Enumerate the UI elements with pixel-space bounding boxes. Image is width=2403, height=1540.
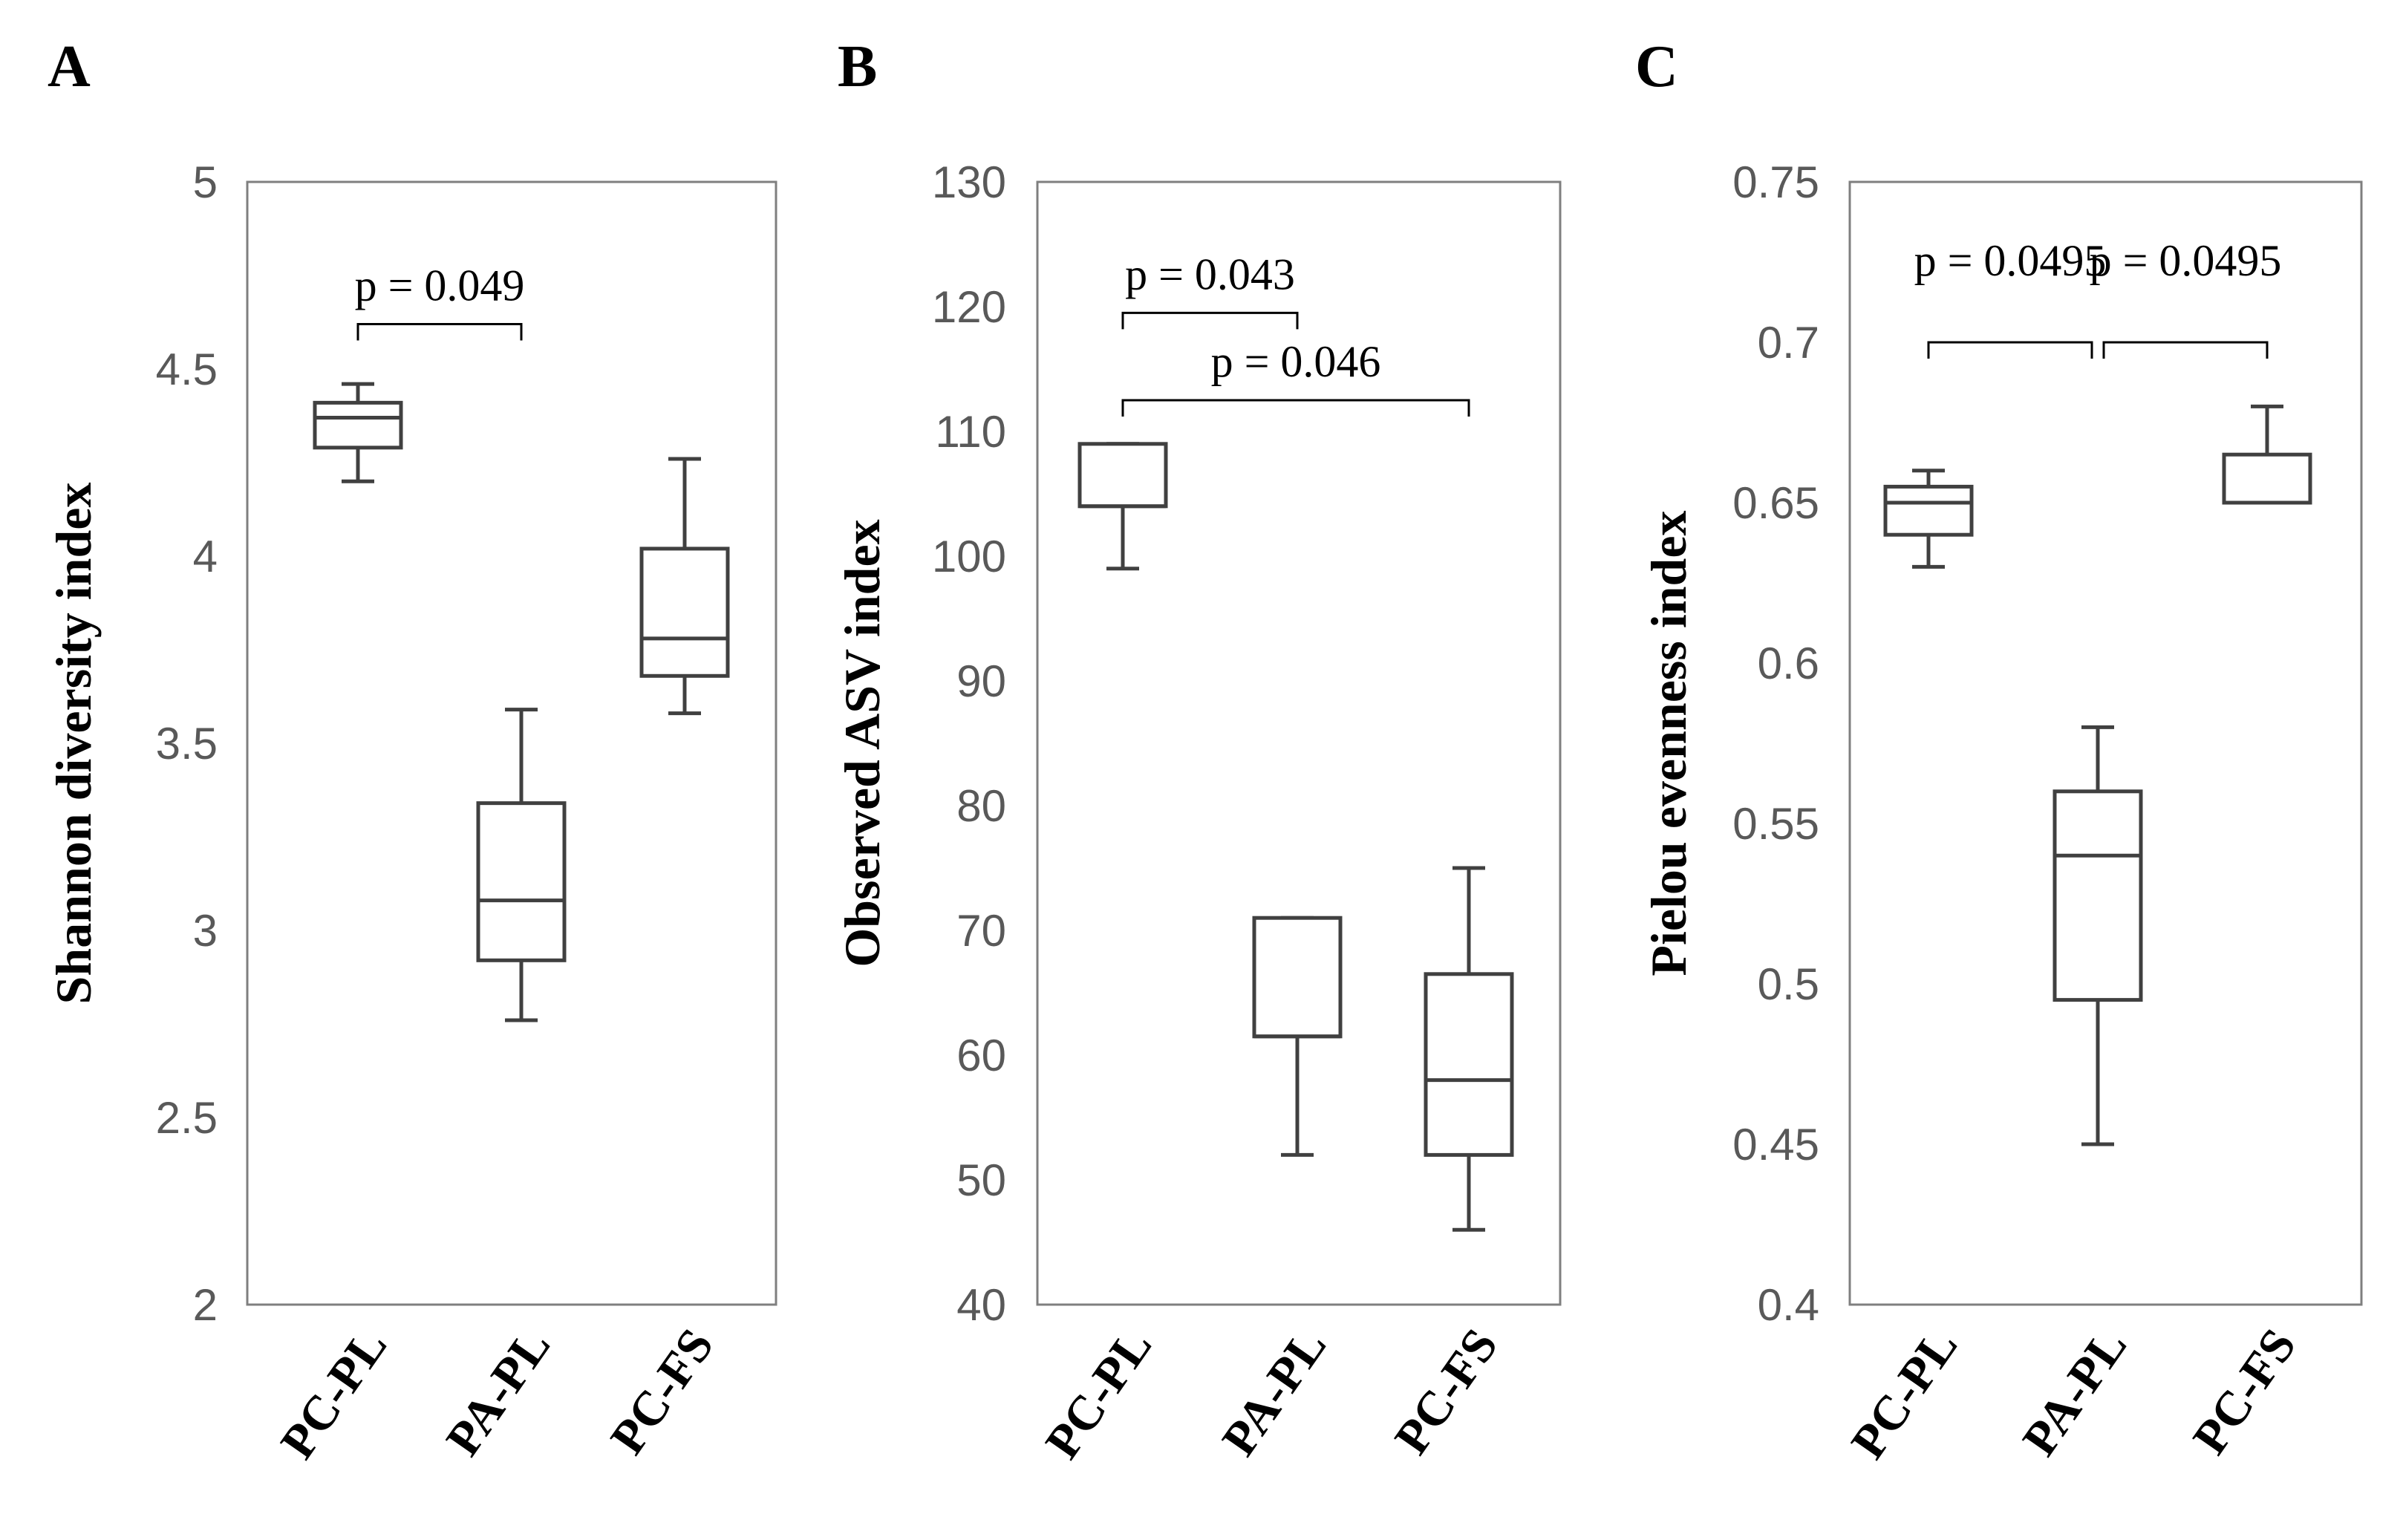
panel-letter: A [48,34,91,99]
box-pa-pl [476,708,567,1022]
significance-bracket: p = 0.0495 [2090,236,2282,359]
box-pa-pl [2053,725,2143,1146]
box-pc-fs [1424,866,1514,1232]
iqr-box [1424,972,1514,1157]
panel-c: C 0.4 0.45 0.5 0.55 0.6 0.65 0.7 0.75 Pielou even… [1635,34,2363,1469]
y-tick-label: 0.4 [1758,1280,1819,1330]
y-tick-label: 2 [193,1280,218,1330]
panel-b: B 40 50 60 70 80 90 100 110 120 130 Observed ASV in… [834,34,1562,1469]
x-category-label: PA-PL [436,1319,561,1466]
p-value-label: p = 0.0495 [1914,236,2107,285]
y-tick-label: 80 [956,781,1006,831]
plot-frame [1036,180,1562,1306]
box-pc-fs [639,457,730,716]
x-category-label: PC-FS [600,1319,724,1464]
iqr-box [639,546,730,678]
significance-bracket: p = 0.043 [1121,249,1299,330]
box-pa-pl [1252,916,1343,1157]
y-tick-label: 50 [956,1155,1006,1205]
significance-bracket: p = 0.0495 [1914,236,2107,359]
y-axis-label: Pielou evenness index [1640,510,1697,976]
x-category-label: PA-PL [2012,1319,2137,1466]
y-tick-label: 5 [193,157,218,207]
bracket-line [2102,341,2269,359]
iqr-box [1883,484,1974,537]
iqr-box [2053,789,2143,1002]
iqr-box [2222,452,2312,505]
y-tick-label: 3.5 [156,719,218,769]
iqr-box [1077,442,1168,509]
iqr-box [1252,916,1343,1039]
p-value-label: p = 0.049 [355,261,525,310]
y-tick-label: 4 [193,532,218,581]
y-tick-label: 110 [935,407,1006,457]
y-tick-label: 0.75 [1732,157,1819,207]
p-value-label: p = 0.046 [1211,337,1381,386]
y-tick-label: 0.55 [1732,799,1819,849]
panel-letter: C [1635,34,1678,99]
bracket-line [356,323,523,341]
bracket-line [1121,311,1299,330]
box-pc-pl [1077,442,1168,571]
x-category-label: PC-FS [2182,1319,2306,1464]
y-tick-label: 2.5 [156,1093,218,1143]
x-category-label: PC-PL [270,1319,397,1469]
significance-bracket: p = 0.046 [1121,337,1470,417]
y-tick-label: 0.7 [1758,318,1819,368]
x-category-label: PA-PL [1212,1319,1337,1466]
y-tick-label: 3 [193,906,218,956]
y-tick-label: 0.45 [1732,1120,1819,1169]
y-tick-label: 0.65 [1732,478,1819,528]
iqr-box [476,801,567,962]
x-category-label: PC-FS [1384,1319,1508,1464]
x-category-label: PC-PL [1841,1319,1968,1469]
x-category-label: PC-PL [1035,1319,1162,1469]
box-pc-pl [1883,469,1974,569]
significance-bracket: p = 0.049 [355,261,525,341]
y-tick-label: 4.5 [156,345,218,394]
iqr-box [313,400,403,450]
bracket-line [1927,341,2093,359]
y-tick-label: 70 [956,906,1006,956]
y-tick-label: 60 [956,1031,1006,1080]
p-value-label: p = 0.043 [1125,249,1295,298]
box-pc-pl [313,382,403,483]
y-axis-label: Observed ASV index [834,519,890,967]
bracket-line [1121,399,1470,417]
panel-letter: B [838,34,877,99]
y-tick-label: 0.6 [1758,639,1819,688]
plot-frame [1848,180,2363,1306]
y-axis-label: Shannon diversity index [45,483,102,1005]
p-value-label: p = 0.0495 [2090,236,2282,285]
y-tick-label: 0.5 [1758,959,1819,1009]
y-tick-label: 130 [932,157,1006,207]
box-pc-fs [2222,404,2312,505]
y-tick-label: 40 [956,1280,1006,1330]
y-tick-label: 100 [932,532,1006,581]
plot-frame [246,180,777,1306]
y-tick-label: 120 [932,282,1006,332]
panel-a: A 2 2.5 3 3.5 4 4.5 5 Shannon diversity index PC-… [45,34,777,1469]
y-tick-label: 90 [956,656,1006,706]
